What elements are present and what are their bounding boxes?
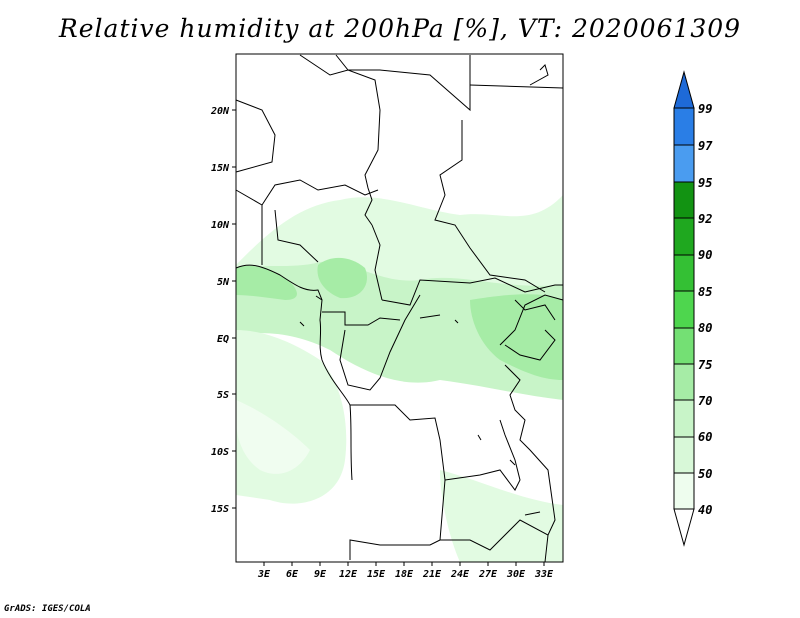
lat-label: 5S	[217, 390, 229, 401]
lat-label: 10N	[211, 220, 230, 231]
lat-label: 20N	[210, 106, 230, 117]
lat-label: 15N	[211, 163, 230, 174]
humidity-area-cameroon	[317, 257, 368, 299]
colorbar-label: 92	[698, 212, 712, 226]
grads-credit: GrADS: IGES/COLA	[4, 604, 91, 614]
colorbar-bottom-arrow	[673, 508, 695, 547]
lat-label: 5N	[217, 277, 230, 288]
lon-label: 24E	[450, 569, 470, 580]
colorbar-segment	[673, 144, 695, 183]
colorbar-segment	[673, 327, 695, 365]
lat-label: EQ	[217, 334, 229, 345]
lon-label: 3E	[257, 569, 271, 580]
chart-title: Relative humidity at 200hPa [%], VT: 202…	[58, 14, 742, 43]
colorbar-label: 40	[698, 503, 712, 517]
colorbar-label: 75	[698, 358, 712, 372]
colorbar-label: 70	[698, 394, 712, 408]
lon-label: 18E	[395, 569, 414, 580]
latitude-axis: 20N 15N 10N 5N EQ 5S 10S 15S	[210, 106, 236, 515]
colorbar-label: 95	[698, 176, 712, 190]
lon-label: 12E	[339, 569, 358, 580]
lat-label: 15S	[211, 504, 229, 515]
colorbar-segment	[673, 217, 695, 256]
humidity-area-coast	[236, 265, 297, 300]
colorbar-label: 60	[698, 430, 712, 444]
colorbar: 99 97 95 92 90 85 80 75 70 60 50 40	[673, 70, 713, 547]
lon-label: 21E	[422, 569, 442, 580]
colorbar-segment	[673, 181, 695, 219]
humidity-area-ocean	[236, 400, 310, 474]
colorbar-label: 90	[698, 248, 712, 262]
humidity-area-east	[470, 294, 563, 380]
humidity-area-southeast	[440, 470, 563, 562]
lon-label: 30E	[506, 569, 526, 580]
lon-label: 27E	[478, 569, 498, 580]
colorbar-top-arrow	[673, 70, 695, 109]
colorbar-label: 97	[698, 139, 713, 153]
map-boundaries	[235, 54, 564, 563]
colorbar-segment	[673, 399, 695, 438]
colorbar-segment	[673, 290, 695, 329]
lon-label: 33E	[534, 569, 554, 580]
colorbar-segment	[673, 254, 695, 292]
lon-label: 9E	[314, 569, 327, 580]
colorbar-label: 80	[698, 321, 712, 335]
colorbar-label: 85	[698, 285, 712, 299]
lat-label: 10S	[211, 447, 229, 458]
lon-label: 6E	[286, 569, 299, 580]
colorbar-segment	[673, 472, 695, 510]
humidity-shading	[236, 195, 563, 562]
colorbar-segment	[673, 107, 695, 146]
longitude-axis: 3E 6E 9E 12E 15E 18E 21E 24E 27E 30E 33E	[257, 562, 554, 580]
colorbar-segment	[673, 363, 695, 401]
map-frame	[235, 53, 564, 563]
colorbar-segment	[673, 436, 695, 474]
lon-label: 15E	[367, 569, 386, 580]
colorbar-label: 99	[698, 102, 712, 116]
colorbar-label: 50	[698, 467, 712, 481]
